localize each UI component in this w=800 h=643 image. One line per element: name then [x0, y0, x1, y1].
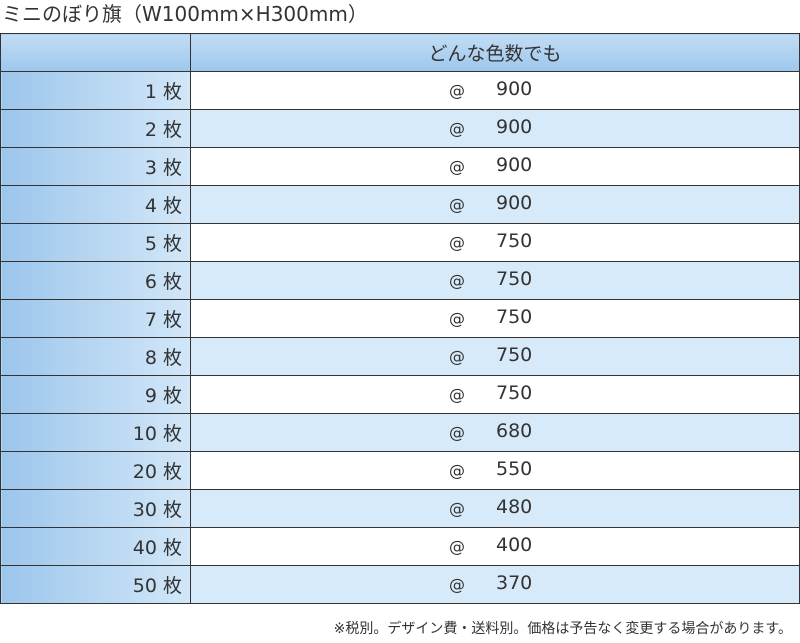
row: 40 枚 @400 [0, 527, 800, 566]
quantity-cell: 10 枚 [0, 413, 191, 452]
row: 4 枚 @900 [0, 185, 800, 224]
unit-price: 680 [496, 420, 533, 442]
quantity-cell: 1 枚 [0, 71, 191, 110]
header-corner [0, 33, 191, 72]
row: 8 枚 @750 [0, 337, 800, 376]
quantity-cell: 7 枚 [0, 299, 191, 338]
header-cell: どんな色数でも [190, 33, 800, 72]
quantity-cell: 2 枚 [0, 109, 191, 148]
row: 10 枚 @680 [0, 413, 800, 452]
unit-price: 750 [496, 230, 533, 252]
title: ミニのぼり旗（W100mm×H300mm） [2, 2, 368, 26]
quantity-cell: 5 枚 [0, 223, 191, 262]
price-cell: @900 [190, 109, 800, 148]
at-sign: @ [449, 385, 465, 404]
unit-price: 400 [496, 534, 533, 556]
price-cell: @750 [190, 261, 800, 300]
at-sign: @ [449, 233, 465, 252]
unit-price: 480 [496, 496, 533, 518]
unit-price: 900 [496, 192, 533, 214]
row: 7 枚 @750 [0, 299, 800, 338]
quantity-cell: 4 枚 [0, 185, 191, 224]
quantity-cell: 6 枚 [0, 261, 191, 300]
price-cell: @900 [190, 147, 800, 186]
price-cell: @400 [190, 527, 800, 566]
quantity-cell: 8 枚 [0, 337, 191, 376]
unit-price: 900 [496, 78, 533, 100]
row: 6 枚 @750 [0, 261, 800, 300]
table-body: 1 枚 @900 2 枚 @900 3 枚 @900 4 枚 @900 5 枚 @750 6 枚 @7… [0, 71, 800, 604]
at-sign: @ [449, 423, 465, 442]
quantity-cell: 20 枚 [0, 451, 191, 490]
price-cell: @370 [190, 565, 800, 604]
header-row: どんな色数でも [0, 33, 800, 72]
quantity-cell: 40 枚 [0, 527, 191, 566]
price-cell: @750 [190, 299, 800, 338]
at-sign: @ [449, 499, 465, 518]
price-cell: @480 [190, 489, 800, 528]
quantity-cell: 50 枚 [0, 565, 191, 604]
unit-price: 750 [496, 382, 533, 404]
row: 2 枚 @900 [0, 109, 800, 148]
row: 1 枚 @900 [0, 71, 800, 110]
row: 5 枚 @750 [0, 223, 800, 262]
unit-price: 750 [496, 268, 533, 290]
unit-price: 900 [496, 116, 533, 138]
at-sign: @ [449, 537, 465, 556]
price-cell: @750 [190, 223, 800, 262]
quantity-cell: 3 枚 [0, 147, 191, 186]
unit-price: 900 [496, 154, 533, 176]
row: 50 枚 @370 [0, 565, 800, 604]
at-sign: @ [449, 157, 465, 176]
at-sign: @ [449, 461, 465, 480]
row: 9 枚 @750 [0, 375, 800, 414]
row: 3 枚 @900 [0, 147, 800, 186]
unit-price: 750 [496, 344, 533, 366]
price-cell: @750 [190, 337, 800, 376]
price-cell: @680 [190, 413, 800, 452]
at-sign: @ [449, 81, 465, 100]
at-sign: @ [449, 309, 465, 328]
price-cell: @900 [190, 71, 800, 110]
price-cell: @550 [190, 451, 800, 490]
unit-price: 750 [496, 306, 533, 328]
price-table: どんな色数でも 1 枚 @900 2 枚 @900 3 枚 @900 4 枚 @900 5 枚 @… [0, 33, 800, 604]
quantity-cell: 9 枚 [0, 375, 191, 414]
at-sign: @ [449, 119, 465, 138]
note: ※税別。デザイン費・送料別。価格は予告なく変更する場合があります。 [333, 621, 792, 637]
price-cell: @750 [190, 375, 800, 414]
at-sign: @ [449, 195, 465, 214]
at-sign: @ [449, 271, 465, 290]
row: 20 枚 @550 [0, 451, 800, 490]
unit-price: 550 [496, 458, 533, 480]
unit-price: 370 [496, 572, 533, 594]
row: 30 枚 @480 [0, 489, 800, 528]
at-sign: @ [449, 347, 465, 366]
price-cell: @900 [190, 185, 800, 224]
quantity-cell: 30 枚 [0, 489, 191, 528]
at-sign: @ [449, 575, 465, 594]
